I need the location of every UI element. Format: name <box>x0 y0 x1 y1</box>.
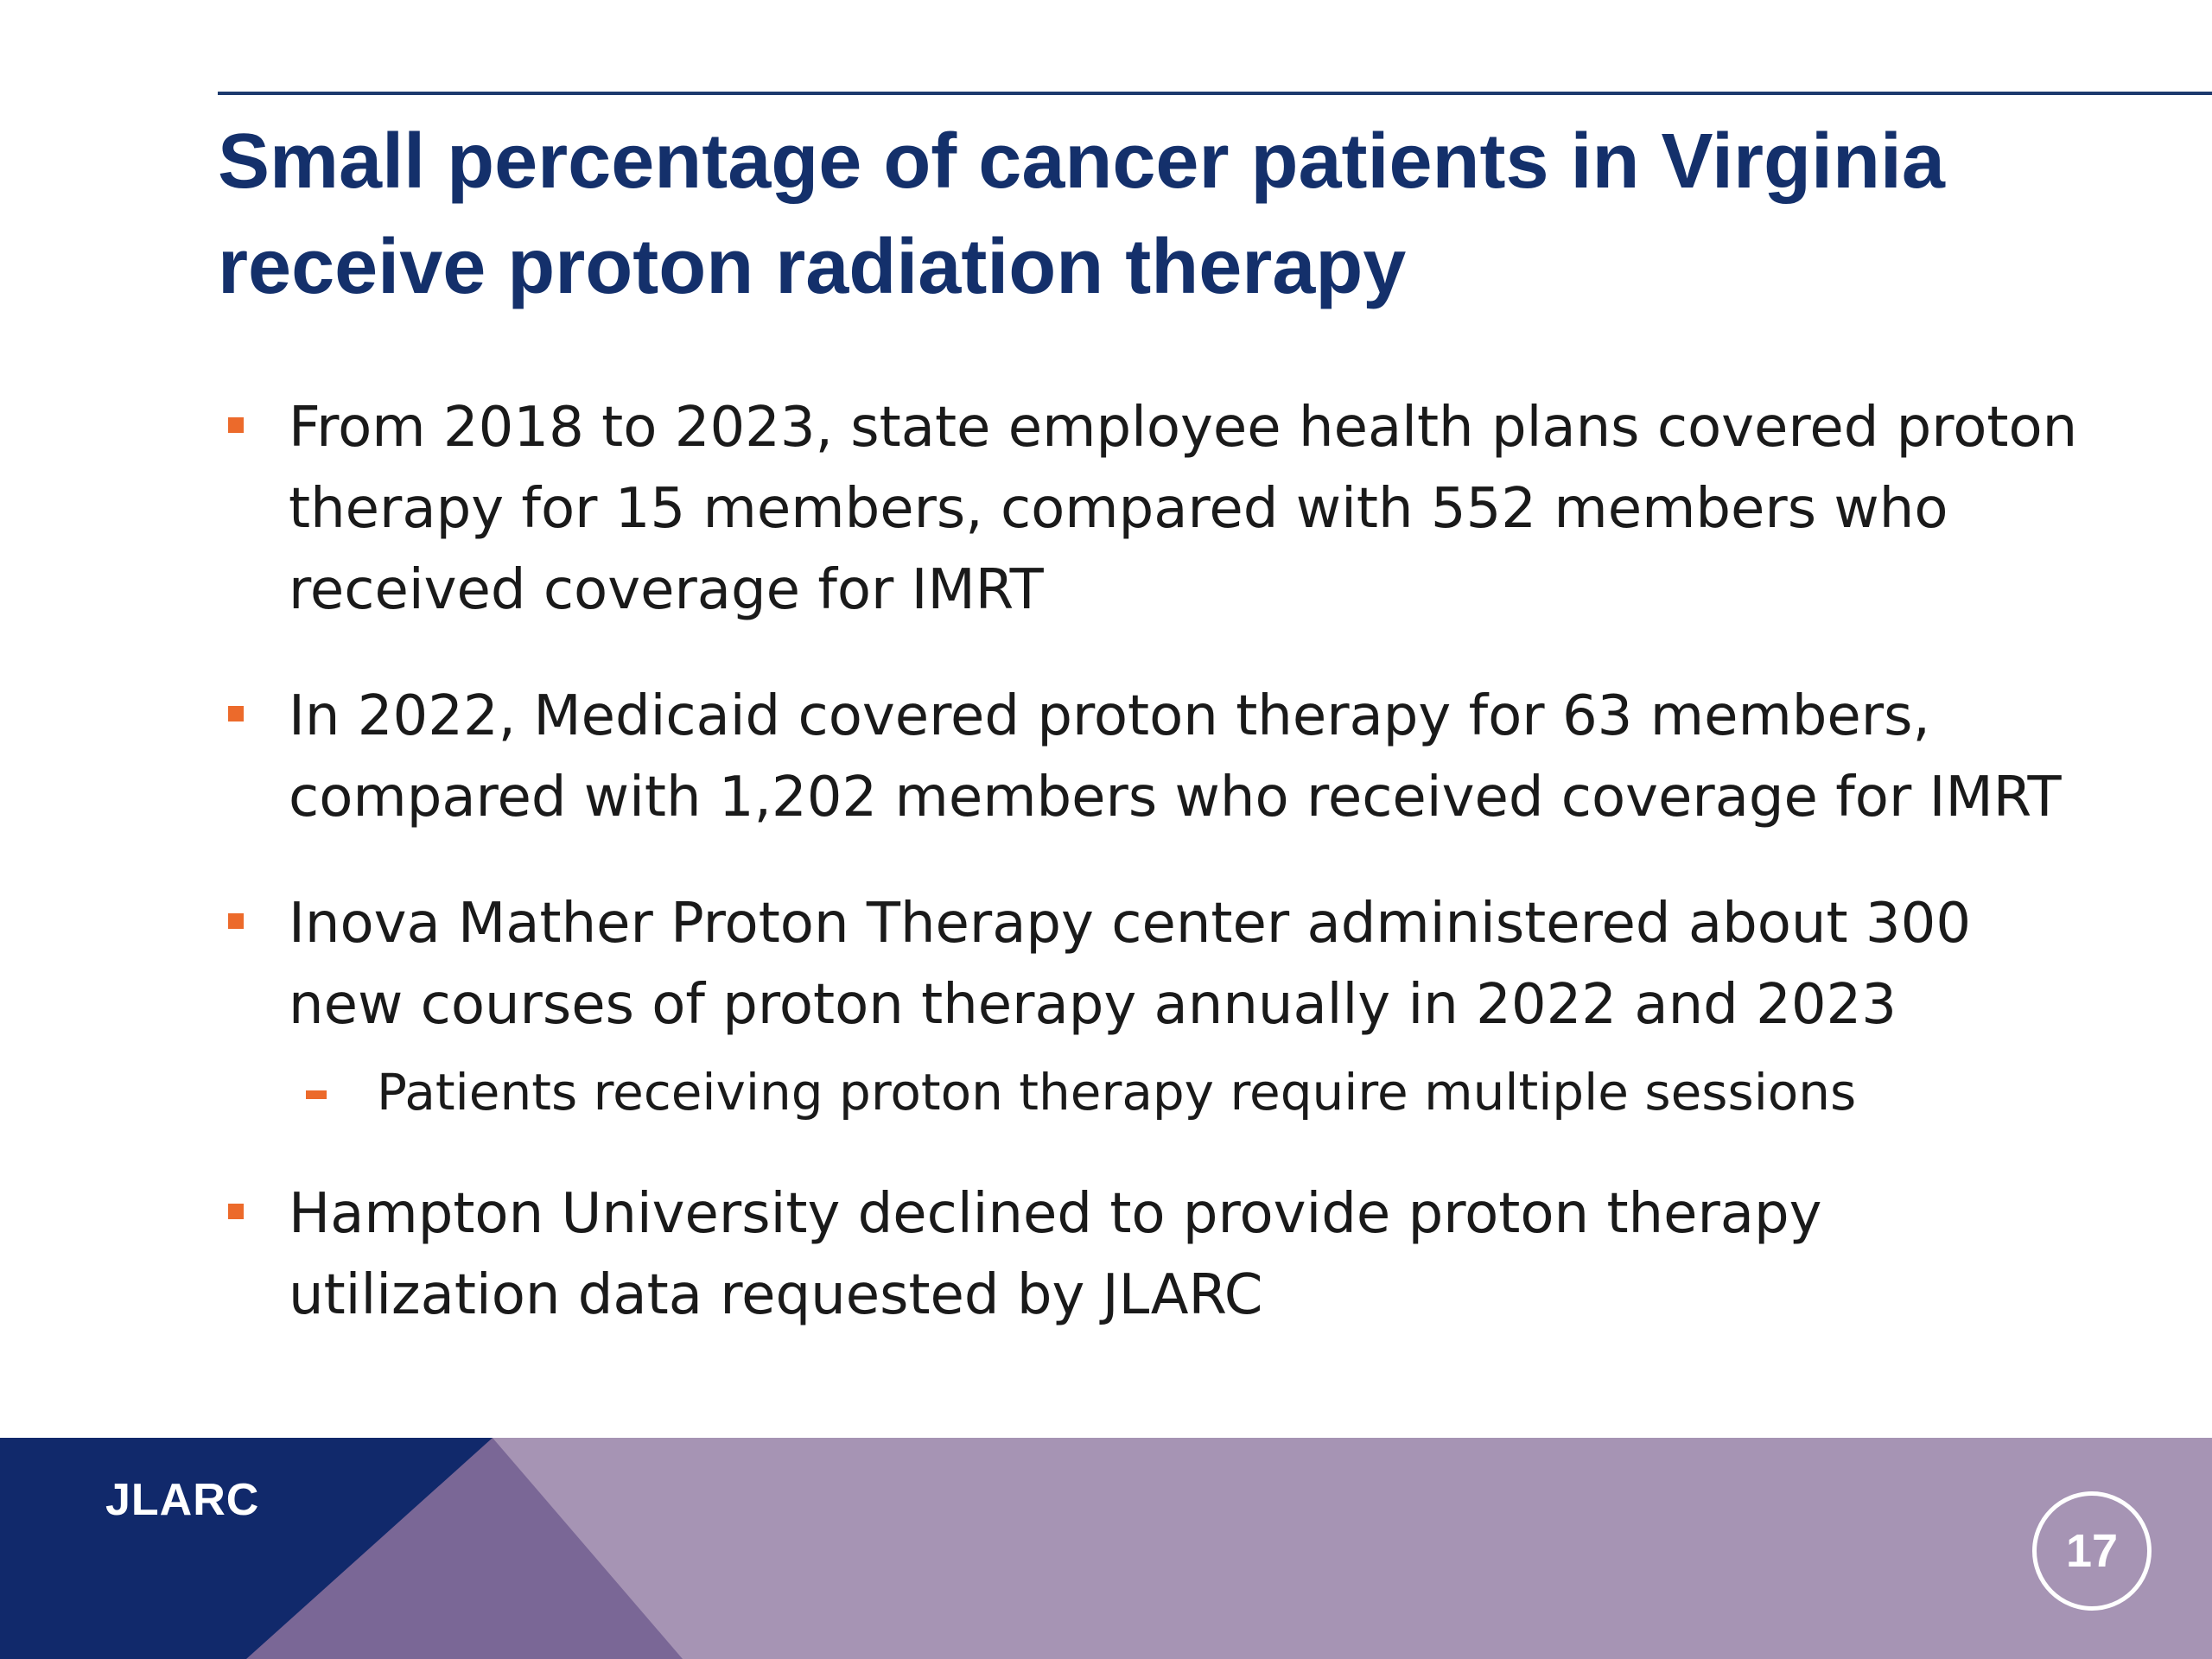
footer-shapes <box>0 1438 2212 1659</box>
jlarc-logo: JLARC <box>105 1475 260 1525</box>
top-rule <box>218 92 2212 95</box>
bullet-text: From 2018 to 2023, state employee health… <box>289 396 2078 622</box>
square-bullet-icon <box>228 706 244 721</box>
bullet-item: From 2018 to 2023, state employee health… <box>218 387 2084 631</box>
bullet-text: Hampton University declined to provide p… <box>289 1182 1822 1327</box>
footer-navy-wedge <box>0 1438 493 1659</box>
sub-bullet-list: Patients receiving proton therapy requir… <box>289 1056 2084 1128</box>
bullet-text: In 2022, Medicaid covered proton therapy… <box>289 684 2062 830</box>
square-bullet-icon <box>228 1204 244 1219</box>
dash-bullet-icon <box>306 1090 327 1099</box>
bullet-list: From 2018 to 2023, state employee health… <box>218 387 2084 1381</box>
square-bullet-icon <box>228 913 244 929</box>
footer-band: JLARC 17 <box>0 1438 2212 1659</box>
sub-bullet-item: Patients receiving proton therapy requir… <box>289 1056 2084 1128</box>
bullet-item: Hampton University declined to provide p… <box>218 1173 2084 1336</box>
page-number-badge: 17 <box>2032 1491 2152 1611</box>
square-bullet-icon <box>228 417 244 433</box>
bullet-item: In 2022, Medicaid covered proton therapy… <box>218 676 2084 838</box>
slide-title: Small percentage of cancer patients in V… <box>218 118 1945 310</box>
sub-bullet-text: Patients receiving proton therapy requir… <box>377 1063 1857 1122</box>
bullet-item: Inova Mather Proton Therapy center admin… <box>218 883 2084 1128</box>
bullet-text: Inova Mather Proton Therapy center admin… <box>289 892 1972 1037</box>
